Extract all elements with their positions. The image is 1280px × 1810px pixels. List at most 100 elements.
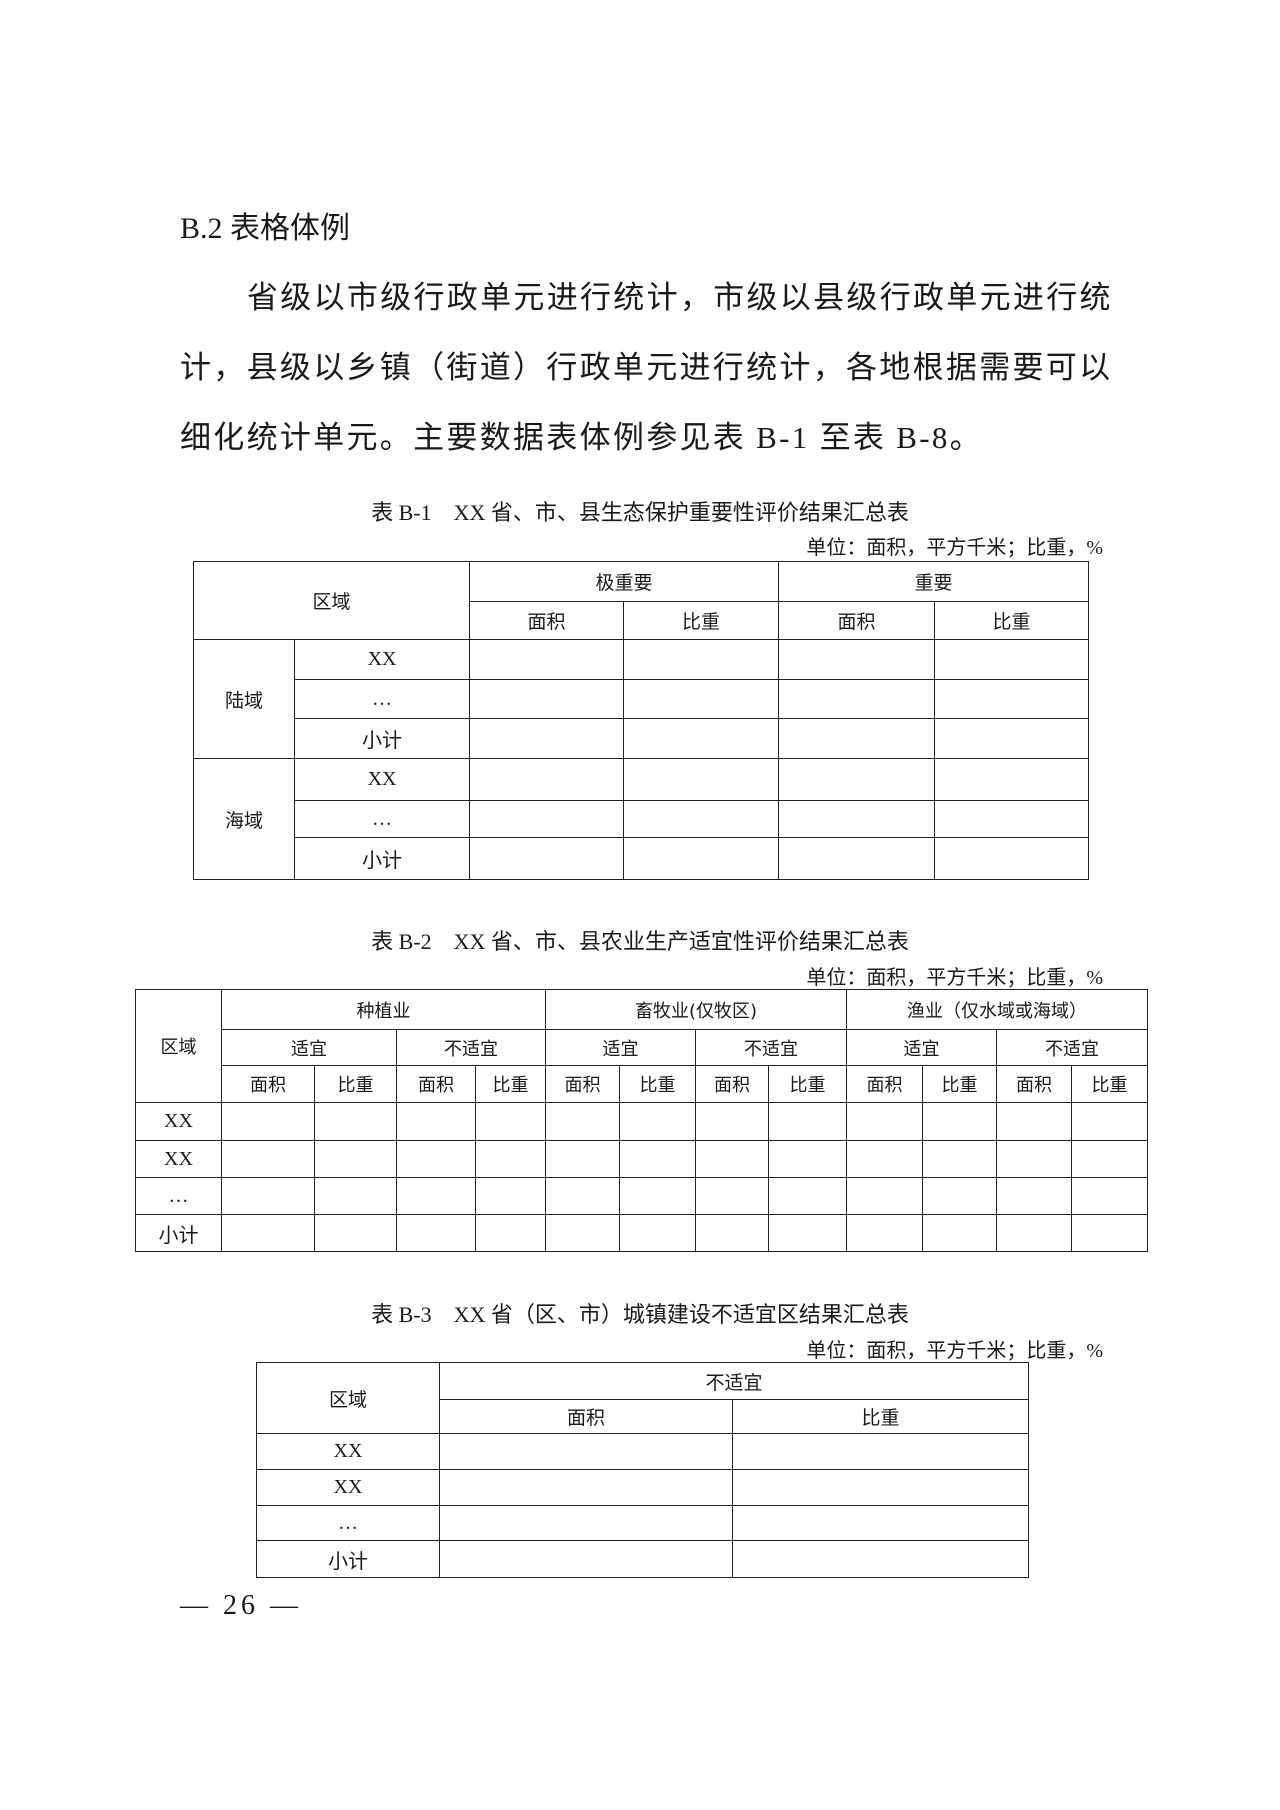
- table-cell[interactable]: [439, 1469, 733, 1506]
- table-cell[interactable]: [996, 1214, 1073, 1252]
- table-cell[interactable]: [439, 1540, 733, 1578]
- table-cell[interactable]: [695, 1214, 769, 1252]
- table-b3: 区域 不适宜 面积 比重 XX XX… 小计: [256, 1362, 1030, 1578]
- table-cell[interactable]: [545, 1214, 620, 1252]
- header-share: 比重: [767, 1065, 848, 1103]
- table-cell[interactable]: [778, 639, 936, 680]
- table-cell[interactable]: [619, 1140, 696, 1178]
- table-cell[interactable]: [695, 1140, 769, 1178]
- table-cell[interactable]: [778, 800, 936, 838]
- table-cell[interactable]: [846, 1177, 924, 1215]
- table-cell[interactable]: [934, 639, 1090, 680]
- table-cell[interactable]: [469, 679, 625, 719]
- table-cell[interactable]: [396, 1102, 476, 1141]
- table-cell[interactable]: [314, 1214, 397, 1252]
- table-cell[interactable]: [396, 1177, 476, 1215]
- table-cell[interactable]: [221, 1102, 315, 1141]
- table-cell[interactable]: [1071, 1102, 1149, 1141]
- header-share: 比重: [731, 1399, 1030, 1434]
- table-cell[interactable]: [623, 758, 780, 801]
- table-cell[interactable]: [475, 1177, 546, 1215]
- header-area: 面积: [221, 1065, 315, 1103]
- table-cell[interactable]: [934, 679, 1090, 719]
- table-cell[interactable]: [731, 1469, 1030, 1506]
- table-cell[interactable]: [731, 1540, 1030, 1578]
- table-cell[interactable]: [778, 837, 936, 880]
- table-cell[interactable]: [396, 1140, 476, 1178]
- table-cell[interactable]: [545, 1140, 620, 1178]
- row-label: XX: [135, 1102, 222, 1141]
- table-cell[interactable]: [623, 837, 780, 880]
- table-cell[interactable]: [767, 1102, 848, 1141]
- table-cell[interactable]: [778, 679, 936, 719]
- table-cell[interactable]: [314, 1177, 397, 1215]
- table-cell[interactable]: [731, 1505, 1030, 1541]
- table-cell[interactable]: [1071, 1177, 1149, 1215]
- table-cell[interactable]: [695, 1177, 769, 1215]
- table-cell[interactable]: [934, 837, 1090, 880]
- table-b1-unit: 单位：面积，平方千米；比重，%: [806, 537, 1103, 559]
- table-cell[interactable]: [396, 1214, 476, 1252]
- table-cell[interactable]: [475, 1102, 546, 1141]
- table-b3-unit: 单位：面积，平方千米；比重，%: [806, 1340, 1103, 1362]
- header-area: 面积: [778, 601, 936, 640]
- table-row: 小计: [194, 718, 1090, 759]
- table-cell[interactable]: [934, 718, 1090, 759]
- table-cell[interactable]: [314, 1140, 397, 1178]
- table-cell[interactable]: [846, 1102, 924, 1141]
- table-cell[interactable]: [1071, 1214, 1149, 1252]
- table-b2-unit: 单位：面积，平方千米；比重，%: [806, 967, 1103, 989]
- table-row: XX: [135, 1140, 1149, 1178]
- table-cell[interactable]: [767, 1177, 848, 1215]
- table-cell[interactable]: [846, 1214, 924, 1252]
- table-cell[interactable]: [619, 1177, 696, 1215]
- table-cell[interactable]: [922, 1177, 998, 1215]
- paragraph-line-3: 细化统计单元。主要数据表体例参见表 B-1 至表 B-8。: [180, 420, 983, 455]
- row-label: 小计: [293, 837, 471, 880]
- table-cell[interactable]: [767, 1214, 848, 1252]
- table-cell[interactable]: [778, 758, 936, 801]
- table-cell[interactable]: [475, 1214, 546, 1252]
- table-cell[interactable]: [623, 800, 780, 838]
- table-cell[interactable]: [1071, 1140, 1149, 1178]
- table-cell[interactable]: [469, 639, 625, 680]
- table-cell[interactable]: [475, 1140, 546, 1178]
- row-label: 小计: [256, 1540, 440, 1578]
- table-cell[interactable]: [221, 1140, 315, 1178]
- page-number: — 26 —: [180, 1590, 302, 1621]
- header-suitability: 适宜: [545, 1029, 696, 1066]
- table-cell[interactable]: [619, 1102, 696, 1141]
- table-cell[interactable]: [619, 1214, 696, 1252]
- header-group: 种植业: [221, 989, 546, 1030]
- table-cell[interactable]: [469, 800, 625, 838]
- table-cell[interactable]: [934, 800, 1090, 838]
- table-cell[interactable]: [731, 1433, 1030, 1470]
- table-cell[interactable]: [767, 1140, 848, 1178]
- table-cell[interactable]: [996, 1177, 1073, 1215]
- table-cell[interactable]: [545, 1102, 620, 1141]
- table-b1: 区域 极重要 重要 面积 比重 面积 比重 陆域 XX… 小计 海域 XX… 小计: [192, 561, 1090, 880]
- table-cell[interactable]: [922, 1102, 998, 1141]
- table-cell[interactable]: [221, 1177, 315, 1215]
- table-cell[interactable]: [695, 1102, 769, 1141]
- header-group: 畜牧业(仅牧区): [544, 989, 848, 1030]
- table-cell[interactable]: [439, 1505, 733, 1541]
- table-cell[interactable]: [922, 1214, 998, 1252]
- table-cell[interactable]: [221, 1214, 315, 1252]
- table-cell[interactable]: [469, 718, 625, 759]
- table-cell[interactable]: [469, 837, 625, 880]
- table-cell[interactable]: [846, 1140, 924, 1178]
- table-cell[interactable]: [922, 1140, 998, 1178]
- table-cell[interactable]: [623, 639, 780, 680]
- table-cell[interactable]: [439, 1433, 733, 1470]
- table-cell[interactable]: [934, 758, 1090, 801]
- table-cell[interactable]: [314, 1102, 397, 1141]
- table-cell[interactable]: [469, 758, 625, 801]
- table-cell[interactable]: [623, 718, 780, 759]
- table-cell[interactable]: [996, 1102, 1073, 1141]
- table-cell[interactable]: [545, 1177, 620, 1215]
- table-cell[interactable]: [623, 679, 780, 719]
- table-cell[interactable]: [996, 1140, 1073, 1178]
- row-label: 小计: [293, 718, 471, 759]
- table-cell[interactable]: [778, 718, 936, 759]
